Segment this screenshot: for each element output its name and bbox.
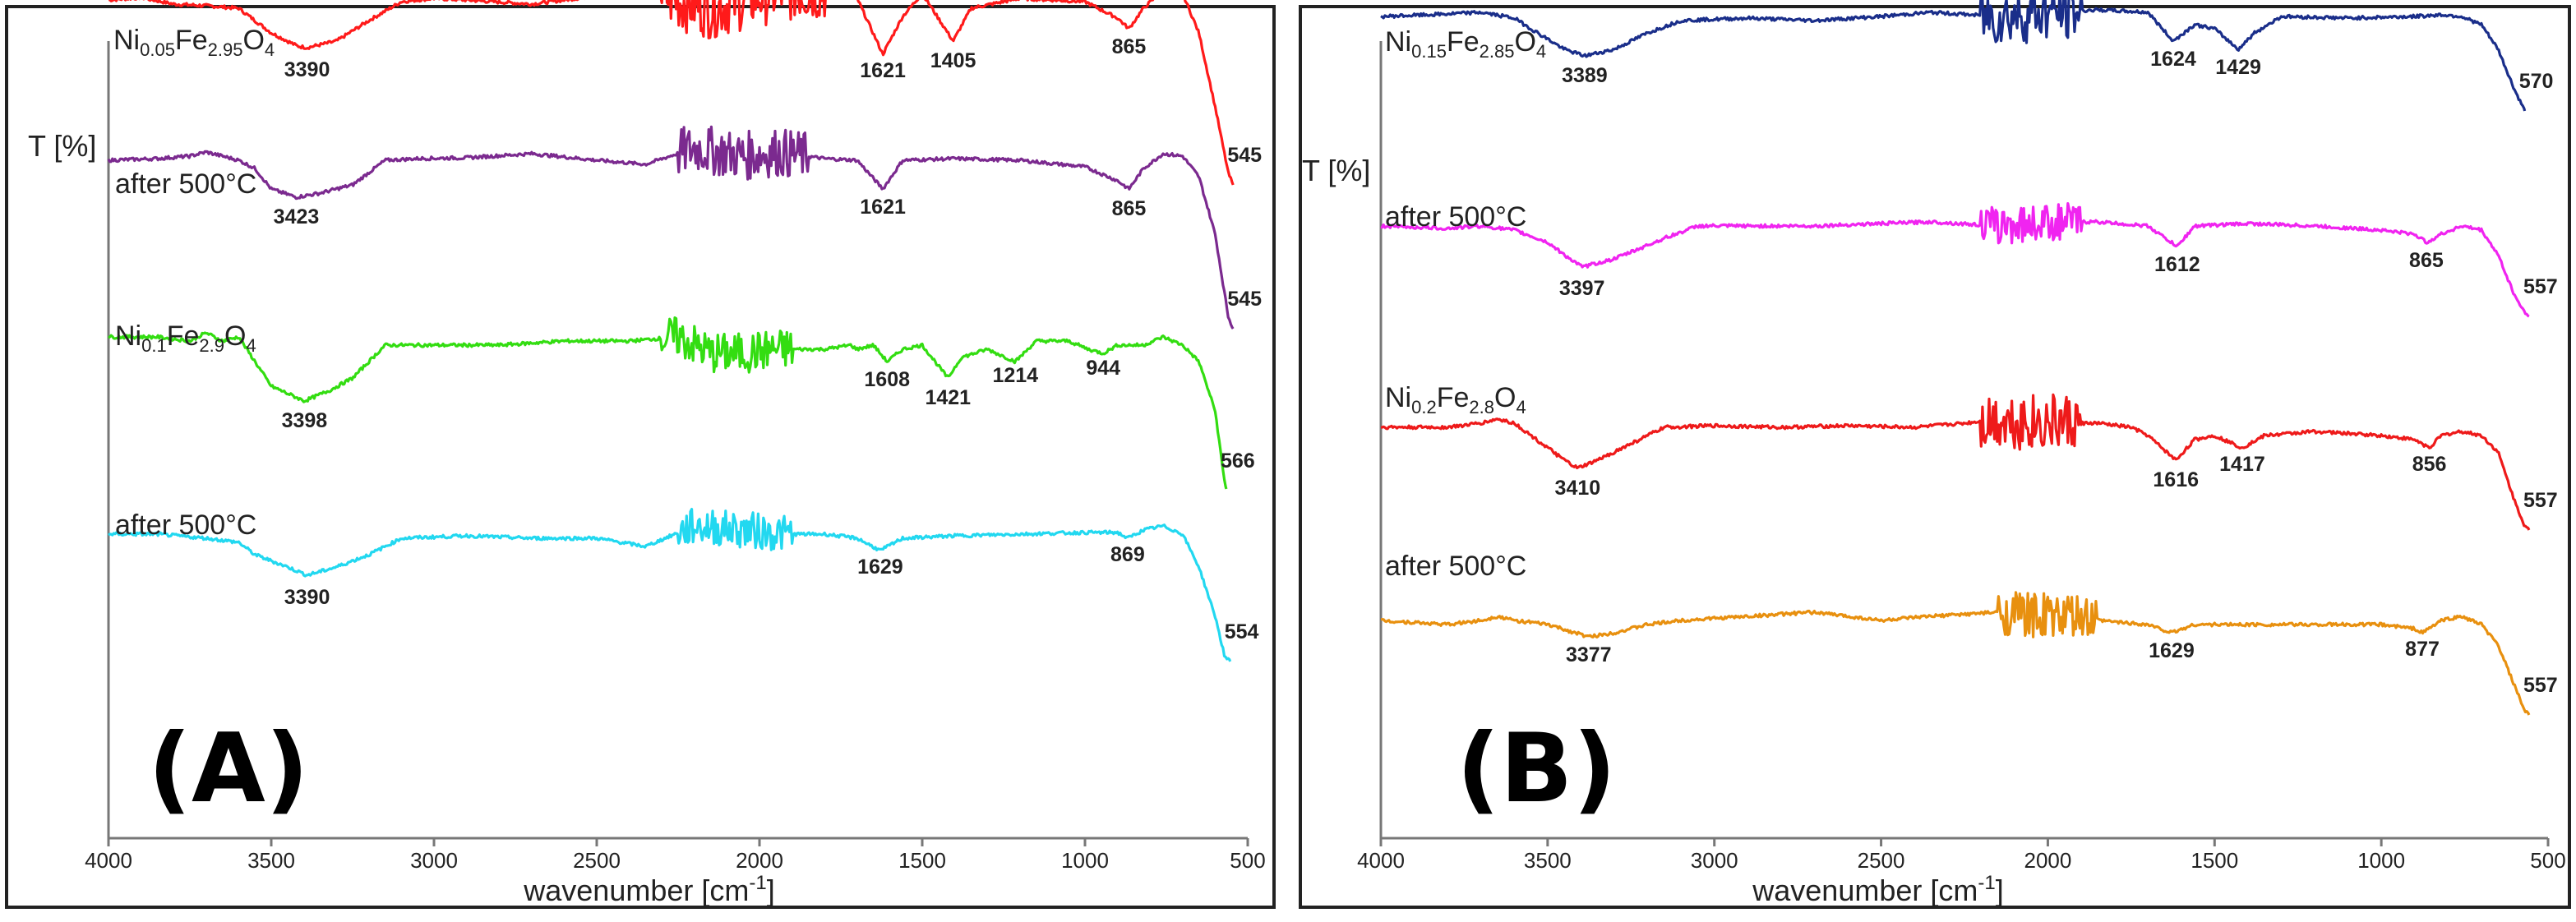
peak-label: 545 xyxy=(1227,288,1262,311)
peak-label: 1421 xyxy=(925,386,971,409)
series-label-4: after 500°C xyxy=(115,509,256,541)
peak-label: 1429 xyxy=(2215,56,2261,79)
series-line-3 xyxy=(108,316,1228,490)
series-line-2 xyxy=(107,125,1235,330)
peak-label: 1621 xyxy=(860,196,906,219)
peak-label: 3377 xyxy=(1566,643,1612,666)
peak-label: 3390 xyxy=(284,586,330,609)
panel-b-frame xyxy=(1299,5,2571,909)
x-tick-label: 1000 xyxy=(1061,848,1109,873)
series-label-4: after 500°C xyxy=(1385,551,1526,582)
series-line-1 xyxy=(108,0,1235,186)
peak-label: 865 xyxy=(1112,197,1147,220)
x-tick-label: 1500 xyxy=(898,848,946,873)
peak-label: 3398 xyxy=(282,409,328,432)
x-axis-label: wavenumber [cm-1] xyxy=(1752,872,2003,907)
panel-letter: (B) xyxy=(1457,713,1616,824)
panel-b: 4000 3500 3000 2500 2000 1500 1000 500 T [%] wave… xyxy=(1302,0,2566,907)
peak-label: 570 xyxy=(2519,70,2554,93)
peak-label: 1629 xyxy=(2149,639,2195,662)
series-line-4 xyxy=(108,508,1232,662)
series-label-2: after 500°C xyxy=(1385,201,1526,233)
peak-label: 865 xyxy=(1112,35,1147,58)
y-axis-label: T [%] xyxy=(28,129,96,163)
series-label-3: Ni0.2Fe2.8O4 xyxy=(1385,382,1526,417)
peak-label: 3389 xyxy=(1562,64,1608,87)
y-axis-label: T [%] xyxy=(1302,154,1370,187)
x-tick-label: 500 xyxy=(1230,848,1265,873)
peak-label: 869 xyxy=(1110,543,1145,566)
series-label-1: Ni0.15Fe2.85O4 xyxy=(1385,26,1546,62)
series-label-2: after 500°C xyxy=(115,168,256,200)
peak-label: 1612 xyxy=(2154,253,2200,276)
x-tick-label: 2500 xyxy=(1858,848,1905,873)
peak-label: 877 xyxy=(2405,638,2440,661)
peak-label: 1624 xyxy=(2150,48,2196,71)
peak-label: 557 xyxy=(2523,674,2558,697)
peak-label: 3410 xyxy=(1555,477,1601,500)
peak-label: 3397 xyxy=(1559,277,1605,300)
series-label-3: Ni0.1Fe2.9O4 xyxy=(115,320,256,356)
x-tick-label: 1000 xyxy=(2357,848,2405,873)
peak-label: 865 xyxy=(2409,249,2444,272)
peak-label: 1417 xyxy=(2219,453,2265,476)
panel-letter: (A) xyxy=(148,713,309,824)
peak-label: 1608 xyxy=(864,368,910,391)
x-tick-label: 500 xyxy=(2530,848,2565,873)
peak-label: 1405 xyxy=(930,49,976,72)
x-tick-label: 3000 xyxy=(410,848,458,873)
x-tick-label: 2000 xyxy=(2024,848,2072,873)
series-line-2 xyxy=(1380,202,2530,318)
peak-label: 545 xyxy=(1227,144,1262,167)
peak-label: 566 xyxy=(1221,449,1255,473)
series-line-4 xyxy=(1381,591,2531,716)
peak-label: 944 xyxy=(1086,357,1120,380)
x-tick-label: 4000 xyxy=(1357,848,1405,873)
peak-label: 856 xyxy=(2412,453,2447,476)
peak-label: 1629 xyxy=(857,556,903,579)
x-tick-label: 3000 xyxy=(1691,848,1738,873)
peak-label: 1621 xyxy=(860,59,906,82)
peak-label: 557 xyxy=(2523,275,2558,298)
x-tick-label: 4000 xyxy=(85,848,132,873)
peak-label: 3423 xyxy=(274,205,320,228)
peak-label: 554 xyxy=(1225,620,1259,643)
peak-label: 1214 xyxy=(992,364,1038,387)
peak-label: 557 xyxy=(2523,489,2558,512)
x-tick-label: 2000 xyxy=(736,848,783,873)
x-axis-label: wavenumber [cm-1] xyxy=(523,872,774,907)
x-tick-label: 2500 xyxy=(573,848,621,873)
x-tick-label: 3500 xyxy=(1524,848,1572,873)
series-label-1: Ni0.05Fe2.95O4 xyxy=(113,25,275,60)
x-tick-label: 3500 xyxy=(247,848,295,873)
series-line-1 xyxy=(1380,0,2527,112)
series-line-3 xyxy=(1380,393,2531,531)
peak-label: 1616 xyxy=(2153,468,2199,491)
x-tick-label: 1500 xyxy=(2191,848,2238,873)
peak-label: 3390 xyxy=(284,58,330,81)
panel-a: 4000 3500 3000 2500 2000 1500 1000 500 T [%] wave… xyxy=(28,0,1266,907)
